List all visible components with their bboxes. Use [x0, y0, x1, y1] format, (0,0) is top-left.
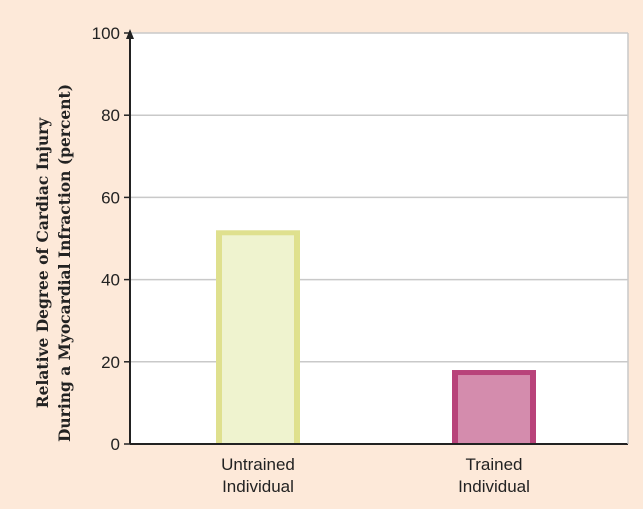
y-tick-label-20: 20: [101, 353, 120, 372]
y-tick-label-80: 80: [101, 106, 120, 125]
grid-lines: [130, 32, 628, 363]
category-2-label-line-2: Individual: [458, 477, 530, 496]
category-1-label-line-1: Untrained: [221, 455, 295, 474]
bar-1: [222, 235, 294, 444]
category-2-label-line-1: Trained: [465, 455, 522, 474]
y-tick-label-0: 0: [111, 435, 120, 454]
y-tick-label-60: 60: [101, 188, 120, 207]
y-axis-title: Relative Degree of Cardiac Injury During…: [33, 84, 74, 442]
y-axis-title-line-2: During a Myocardial Infraction (percent): [55, 84, 74, 442]
y-axis-arrow: [126, 29, 134, 39]
bar-2-shadow: [532, 372, 536, 444]
y-tick-labels: 0 20 40 60 80 100: [92, 24, 120, 454]
y-axis-title-line-1: Relative Degree of Cardiac Injury: [33, 117, 52, 409]
y-tick-label-40: 40: [101, 271, 120, 290]
plot-area: [130, 33, 628, 444]
category-1-label-line-2: Individual: [222, 477, 294, 496]
bar-1-shadow: [296, 232, 300, 444]
x-category-labels: Untrained Individual Trained Individual: [221, 455, 530, 496]
bars: [216, 230, 536, 444]
bar-2: [458, 375, 530, 444]
y-tick-label-100: 100: [92, 24, 120, 43]
axes: [124, 29, 629, 445]
